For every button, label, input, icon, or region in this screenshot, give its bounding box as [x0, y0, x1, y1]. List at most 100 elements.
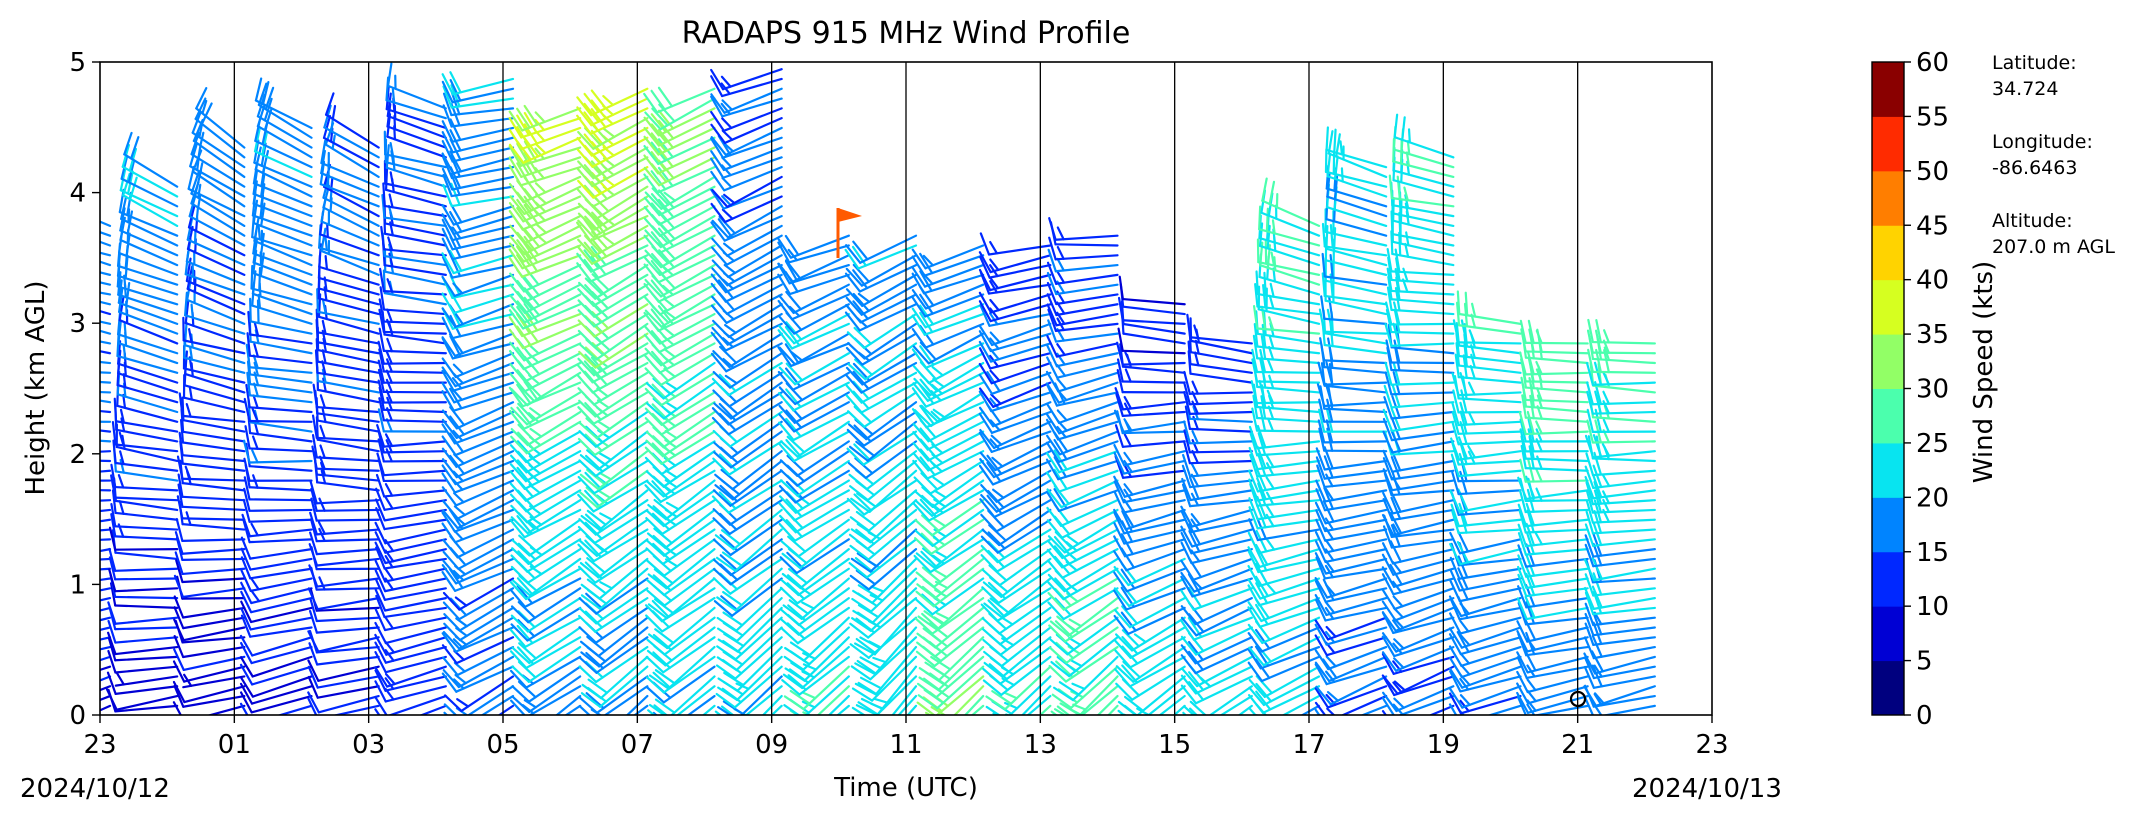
barb-staff [989, 342, 1052, 363]
barb-feather [40, 640, 50, 660]
barb-staff [523, 401, 582, 430]
barb-feather [1182, 440, 1191, 465]
barb-feather [309, 518, 318, 543]
barb-feather [256, 299, 260, 325]
barb-feather [1314, 634, 1328, 657]
wind-barb [100, 260, 112, 267]
barb-staff [723, 215, 783, 242]
barb-feather [1454, 353, 1460, 379]
barb-staff [251, 304, 313, 325]
barb-feather [200, 102, 213, 125]
barb-feather [643, 116, 660, 137]
barb-feather [714, 473, 734, 491]
barb-feather [1114, 649, 1132, 669]
barb-feather [516, 466, 534, 487]
barb-feather [576, 262, 593, 283]
barb-staff [315, 548, 380, 556]
barb-feather [717, 279, 735, 300]
barb-feather [777, 346, 793, 368]
barb-feather [583, 102, 600, 123]
barb-staff [525, 430, 582, 464]
barb-feather [257, 225, 261, 241]
barb-feather [583, 92, 600, 113]
barb-feather [175, 517, 184, 543]
barb-staff [1237, 704, 1253, 715]
barb-staff [727, 391, 783, 426]
barb-feather [850, 665, 872, 681]
barb-feather [1316, 464, 1326, 489]
barb-feather [1180, 531, 1193, 555]
barb-staff [1067, 597, 1119, 637]
barb-feather [1059, 702, 1081, 715]
barb-staff [384, 528, 447, 545]
barb-feather [509, 283, 526, 304]
barb-feather [845, 244, 862, 264]
barb-feather [1046, 293, 1058, 317]
wind-barb [970, 704, 985, 715]
wind-barb [240, 556, 313, 580]
barb-feather [523, 251, 539, 273]
barb-staff [998, 548, 1052, 587]
wind-profile-column [239, 77, 313, 715]
barb-staff [1121, 319, 1186, 325]
barb-staff [1457, 557, 1522, 567]
barb-feather [1181, 483, 1192, 508]
barb-feather [523, 104, 539, 126]
barb-staff [119, 238, 179, 267]
barb-staff [731, 459, 783, 501]
barb-feather [374, 578, 387, 601]
barb-staff [1391, 252, 1455, 267]
wind-profile-column [777, 234, 850, 715]
barb-staff [793, 489, 850, 522]
barb-staff [384, 548, 447, 565]
barb-feather [663, 348, 676, 359]
barb-staff [384, 188, 447, 208]
barb-feather [987, 549, 1006, 569]
wind-barb [1049, 597, 1119, 637]
barb-feather [1189, 707, 1199, 715]
barb-staff [317, 315, 380, 335]
barb-staff [382, 370, 447, 374]
barb-feather [516, 198, 532, 220]
barb-feather [991, 456, 1004, 468]
wind-barb [643, 303, 716, 332]
barb-feather [784, 259, 802, 280]
barb-feather [119, 216, 126, 242]
barb-staff [989, 254, 1052, 274]
wind-barb [644, 332, 716, 367]
barb-feather [1315, 447, 1326, 471]
barb-staff [594, 499, 649, 536]
barb-feather [516, 346, 533, 367]
barb-staff [528, 557, 582, 597]
barb-feather [1384, 361, 1393, 386]
barb-staff [659, 215, 716, 249]
barb-feather [646, 402, 666, 420]
barb-feather [1189, 476, 1200, 500]
barb-staff [676, 685, 716, 715]
barb-feather [261, 131, 268, 156]
barb-feather [654, 669, 676, 685]
barb-feather [1470, 302, 1477, 318]
barb-staff [384, 270, 447, 286]
barb-feather [1516, 691, 1530, 714]
barb-staff [1190, 548, 1253, 565]
barb-staff [836, 704, 850, 715]
barb-staff [114, 645, 179, 656]
barb-staff [385, 108, 447, 130]
barb-feather [845, 288, 864, 307]
barb-feather [442, 656, 459, 677]
barb-staff [656, 87, 716, 114]
barb-staff [114, 496, 179, 502]
barb-feather [854, 642, 876, 656]
barb-feather [527, 520, 540, 532]
barb-feather [50, 442, 56, 454]
barb-feather [511, 646, 531, 665]
barb-staff [315, 405, 380, 414]
wind-barb [375, 594, 447, 619]
barb-feather [644, 296, 662, 316]
barb-staff [116, 383, 179, 404]
barb-feather [921, 593, 941, 611]
barb-feather [719, 554, 739, 572]
barb-feather [195, 205, 200, 222]
barb-feather [782, 673, 804, 690]
